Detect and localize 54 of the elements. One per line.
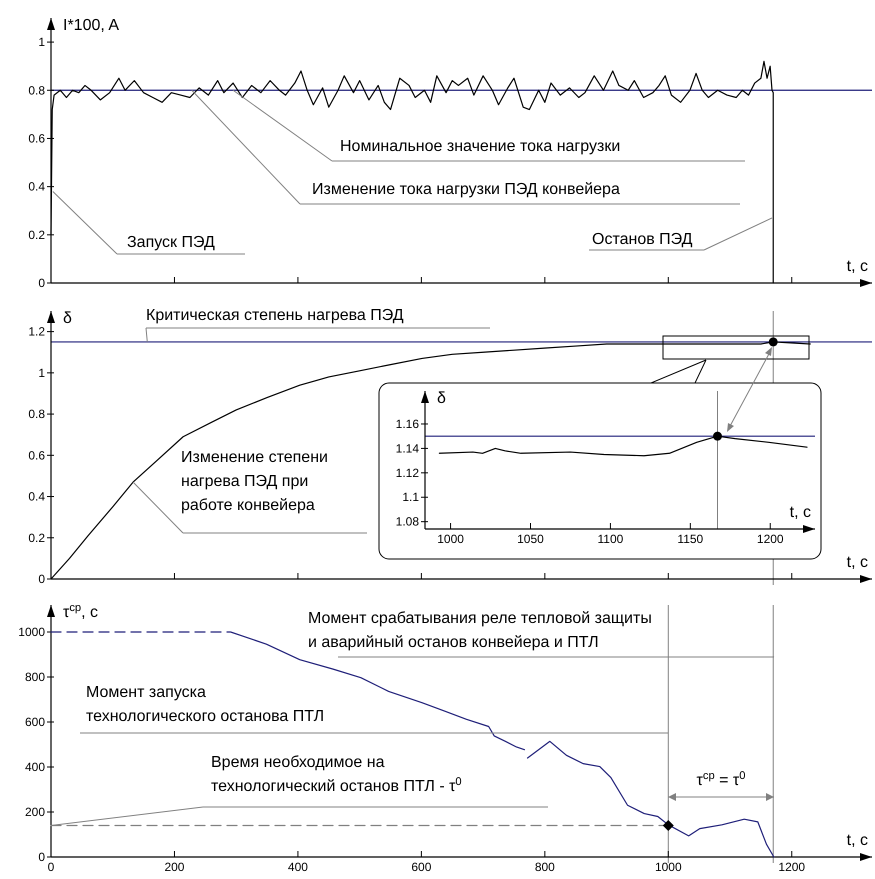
y-tick-label: 0.2: [28, 530, 46, 545]
y-tick-label: 0.4: [28, 490, 46, 504]
y-tick-label: 400: [24, 760, 46, 774]
annotation: Момент срабатывания реле тепловой защиты и аварийный останов конвейера и ПТЛ: [308, 610, 652, 651]
x-tick-label: 400: [288, 860, 308, 874]
annotation: Момент запуска технологического останова ПТЛ: [86, 684, 324, 725]
y-tick-label: 1: [38, 366, 46, 380]
y-axis-title: δ: [63, 310, 72, 327]
x-tick-label: 200: [164, 860, 185, 874]
y-tick-label: 0.2: [28, 228, 46, 242]
y-tick-label: 0: [38, 276, 46, 290]
y-tick-label: 1.1: [402, 490, 420, 504]
annotation: τ$^{ср}$ = τ$^{0}$: [696, 770, 746, 789]
y-tick-label: 600: [24, 715, 46, 729]
y-tick-label: 1.16: [396, 416, 420, 431]
x-tick-label: 1150: [677, 532, 704, 546]
y-tick-label: 0.6: [28, 131, 46, 146]
y-axis-title: δ: [437, 390, 446, 407]
annotation: Время необходимое на технологический останов ПТЛ - τ$^{0}$: [211, 754, 462, 795]
x-tick-label: 1050: [517, 532, 544, 546]
x-tick-label: 600: [411, 860, 432, 874]
y-tick-label: 1.2: [28, 324, 46, 339]
y-tick-label: 0: [38, 572, 46, 586]
x-tick-label: 1000: [654, 860, 682, 874]
y-tick-label: 0.8: [28, 407, 46, 422]
y-tick-label: 1.12: [396, 466, 420, 480]
y-tick-label: 200: [24, 805, 46, 819]
x-tick-label: 1200: [756, 532, 784, 546]
y-tick-label: 0: [38, 850, 46, 864]
y-axis-title: I*100, A: [63, 17, 120, 34]
x-axis-title: t, с: [846, 554, 868, 571]
x-tick-label: 0: [48, 860, 55, 874]
annotation: Запуск ПЭД: [127, 234, 215, 251]
y-tick-label: 1: [38, 35, 46, 50]
annotation: Останов ПЭД: [592, 231, 693, 248]
y-tick-label: 0.6: [28, 448, 46, 462]
y-tick-label: 0.4: [28, 180, 46, 194]
y-tick-label: 1.08: [396, 514, 420, 529]
x-tick-label: 1200: [778, 860, 806, 874]
x-axis-title: t, с: [790, 504, 811, 521]
annotation: Изменение тока нагрузки ПЭД конвейера: [312, 181, 620, 198]
x-tick-label: 800: [534, 860, 556, 874]
y-tick-label: 0.8: [28, 83, 46, 98]
y-tick-label: 1.14: [396, 441, 420, 456]
annotation: Изменение степени нагрева ПЭД при работе конвейера: [181, 449, 328, 514]
annotation: Номинальное значение тока нагрузки: [340, 138, 620, 155]
y-tick-label: 800: [24, 670, 46, 684]
y-tick-label: 1000: [18, 625, 46, 639]
annotation: Критическая степень нагрева ПЭД: [146, 307, 404, 324]
x-tick-label: 1100: [598, 532, 624, 546]
x-tick-label: 1000: [437, 532, 464, 546]
x-axis-title: t, с: [846, 832, 868, 849]
y-axis-title: τ$^{ср}$, с: [63, 602, 98, 621]
x-axis-title: t, с: [846, 258, 868, 275]
